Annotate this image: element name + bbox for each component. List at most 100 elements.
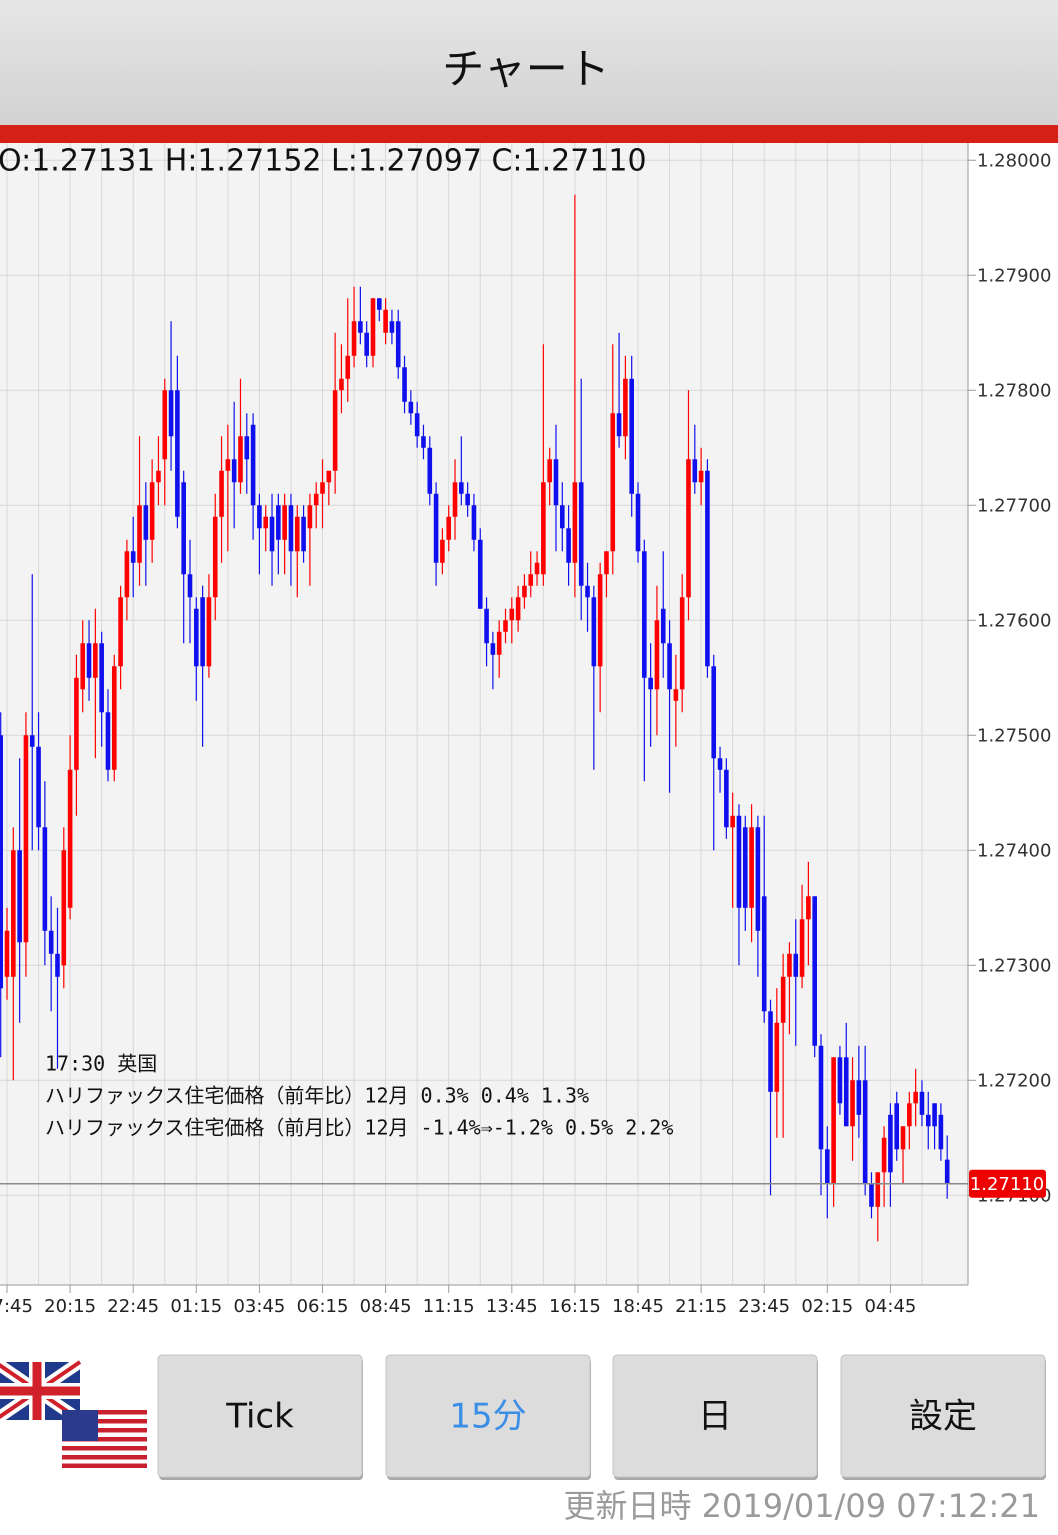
candle-body bbox=[294, 516, 300, 552]
candle-body bbox=[496, 631, 502, 655]
candle-body bbox=[806, 896, 811, 920]
candle-body bbox=[282, 505, 287, 540]
grid bbox=[0, 143, 968, 1285]
candle-body bbox=[149, 482, 155, 540]
candle-body bbox=[818, 1045, 824, 1150]
updated-time: 更新日時 2019/01/09 07:12:21 bbox=[563, 1487, 1040, 1525]
button[interactable] bbox=[612, 1354, 818, 1478]
currency-flags bbox=[0, 1357, 147, 1468]
candle-body bbox=[156, 470, 161, 483]
candle-body bbox=[427, 447, 433, 494]
candle-body bbox=[932, 1103, 937, 1127]
candle-body bbox=[597, 574, 603, 667]
y-tick-label: 1.27300 bbox=[977, 955, 1051, 976]
candle-body bbox=[377, 298, 382, 310]
candle-body bbox=[200, 597, 205, 667]
candle-body bbox=[793, 953, 799, 977]
candle-body bbox=[604, 551, 609, 575]
candle-body bbox=[17, 850, 22, 943]
button[interactable] bbox=[840, 1354, 1046, 1478]
candle-body bbox=[547, 459, 552, 483]
candle-body bbox=[850, 1080, 855, 1127]
candle-body bbox=[351, 321, 357, 356]
candle-body bbox=[477, 539, 483, 609]
candle-body bbox=[761, 896, 767, 1012]
candle-body bbox=[358, 321, 363, 333]
candle-body bbox=[642, 551, 647, 678]
candle-body bbox=[93, 643, 98, 678]
candle-body bbox=[29, 735, 35, 747]
candle-body bbox=[263, 516, 269, 529]
candle-body bbox=[736, 815, 742, 908]
candle-body bbox=[900, 1126, 906, 1150]
candle-body bbox=[307, 505, 313, 529]
candle-body bbox=[907, 1103, 912, 1127]
candle-body bbox=[86, 643, 92, 678]
candle-body bbox=[875, 1172, 881, 1207]
button[interactable] bbox=[157, 1354, 363, 1478]
y-tick-label: 1.28000 bbox=[977, 150, 1051, 171]
candle-body bbox=[768, 1011, 773, 1092]
candle-body bbox=[881, 1137, 887, 1173]
candle-body bbox=[591, 597, 597, 667]
candle-body bbox=[654, 620, 660, 690]
y-tick-label: 1.27500 bbox=[977, 725, 1051, 746]
candle-body bbox=[679, 597, 685, 690]
candle-body bbox=[23, 735, 29, 943]
candle-body bbox=[11, 850, 16, 977]
candle-body bbox=[414, 413, 420, 437]
candle-body bbox=[452, 482, 458, 517]
x-tick-label: 13:45 bbox=[486, 1296, 538, 1317]
annotation: ハリファックス住宅価格（前月比）12月 -1.4%⇒-1.2% 0.5% 2.2… bbox=[45, 1116, 673, 1140]
candle-body bbox=[578, 482, 584, 586]
candle-body bbox=[755, 827, 761, 931]
candle-body bbox=[623, 378, 628, 437]
button-label[interactable]: 15分 bbox=[449, 1397, 526, 1437]
x-tick-label: 02:15 bbox=[801, 1296, 853, 1317]
candle-body bbox=[856, 1080, 862, 1115]
x-tick-label: 23:45 bbox=[738, 1296, 790, 1317]
candle-body bbox=[528, 574, 534, 586]
candle-body bbox=[925, 1114, 931, 1127]
candle-body bbox=[99, 643, 104, 713]
candle-body bbox=[648, 677, 653, 690]
candle-body bbox=[206, 597, 212, 667]
y-tick-label: 1.27600 bbox=[977, 610, 1051, 631]
candle-body bbox=[225, 459, 231, 471]
candle-body bbox=[408, 401, 414, 414]
candle-body bbox=[610, 413, 616, 552]
button-label[interactable]: 設定 bbox=[909, 1397, 977, 1437]
annotation: 17:30 英国 bbox=[45, 1052, 157, 1076]
candle-body bbox=[667, 643, 672, 690]
candle-body bbox=[364, 332, 369, 356]
candle-body bbox=[238, 436, 243, 483]
candle-body bbox=[48, 930, 54, 954]
candle-body bbox=[888, 1114, 893, 1173]
accent-bar bbox=[0, 125, 1058, 143]
candle-body bbox=[143, 505, 149, 540]
last-price-box bbox=[969, 1169, 1046, 1198]
button-label[interactable]: 日 bbox=[698, 1397, 732, 1437]
candle-body bbox=[345, 355, 351, 379]
candle-body bbox=[332, 390, 338, 471]
button[interactable] bbox=[385, 1354, 591, 1478]
candle-body bbox=[67, 769, 73, 908]
candle-body bbox=[4, 930, 10, 977]
candle-body bbox=[541, 482, 546, 575]
candle-body bbox=[250, 424, 256, 506]
candle-body bbox=[774, 1022, 780, 1092]
y-tick-label: 1.27800 bbox=[977, 380, 1051, 401]
candle-body bbox=[111, 666, 117, 770]
candle-body bbox=[42, 827, 48, 931]
button-label[interactable]: Tick bbox=[225, 1397, 294, 1437]
x-tick-label: 17:45 bbox=[0, 1296, 33, 1317]
candle-body bbox=[534, 562, 540, 575]
candle-body bbox=[118, 597, 123, 667]
x-tick-label: 22:45 bbox=[107, 1296, 159, 1317]
candle-body bbox=[749, 827, 754, 908]
candle-body bbox=[74, 677, 79, 770]
candle-body bbox=[168, 390, 174, 437]
candle-body bbox=[673, 689, 679, 701]
candle-body bbox=[944, 1159, 950, 1184]
